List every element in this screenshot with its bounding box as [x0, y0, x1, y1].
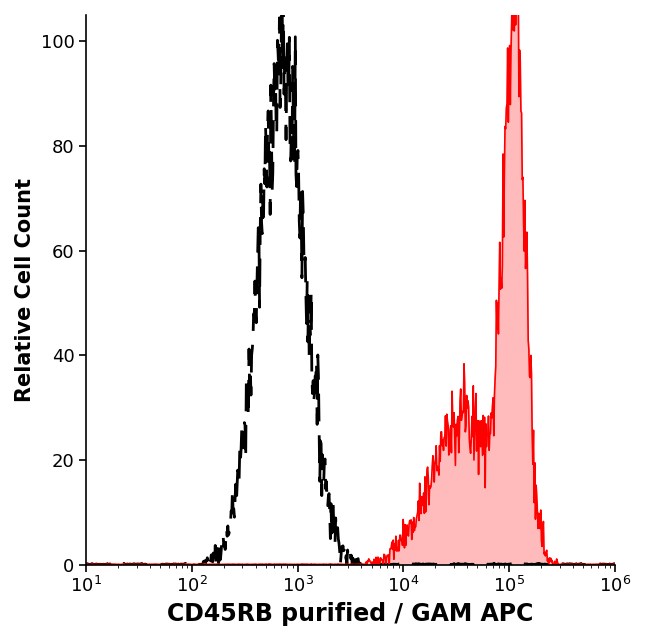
Y-axis label: Relative Cell Count: Relative Cell Count	[15, 178, 35, 402]
X-axis label: CD45RB purified / GAM APC: CD45RB purified / GAM APC	[167, 602, 534, 626]
